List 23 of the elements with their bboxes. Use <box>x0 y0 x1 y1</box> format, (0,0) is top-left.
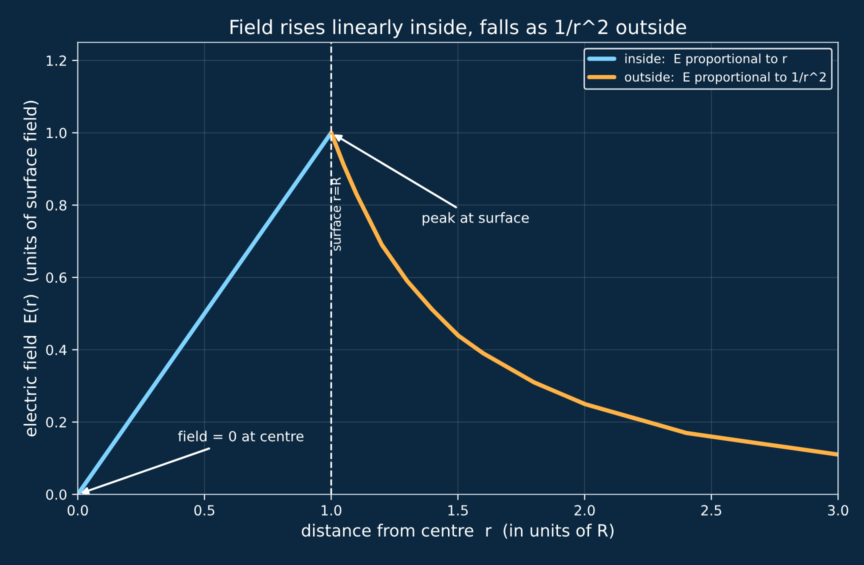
y-tick-label: 0.4 <box>46 344 67 356</box>
chart-title: Field rises linearly inside, falls as 1/r^2 outside <box>230 19 686 38</box>
x-tick-label: 3.0 <box>828 505 848 516</box>
y-tick-label: 0.0 <box>46 489 66 500</box>
x-tick-label: 1.0 <box>322 505 342 516</box>
y-axis-title: electric field E(r) (units of surface field) <box>24 100 38 436</box>
y-tick-label: 1.2 <box>46 55 66 66</box>
y-tick-label: 0.6 <box>46 272 66 283</box>
legend-label: inside: E proportional to r <box>625 54 788 66</box>
y-tick-label: 0.2 <box>46 417 66 428</box>
x-tick-label: 0.5 <box>194 505 214 516</box>
x-tick-label: 1.5 <box>448 505 468 516</box>
x-tick-label: 0.0 <box>68 505 88 516</box>
x-axis-title: distance from centre r (in units of R) <box>302 524 614 539</box>
y-tick-label: 1.0 <box>46 128 66 138</box>
legend-label: outside: E proportional to 1/r^2 <box>624 72 826 84</box>
x-tick-label: 2.0 <box>574 505 595 516</box>
annotation: peak at surface <box>422 212 529 226</box>
line-series <box>329 130 838 457</box>
x-tick-label: 2.5 <box>701 505 722 516</box>
annotation: field = 0 at centre <box>178 430 304 442</box>
ref-line-label: surface r=R <box>331 177 341 251</box>
y-tick-label: 0.8 <box>46 200 66 211</box>
